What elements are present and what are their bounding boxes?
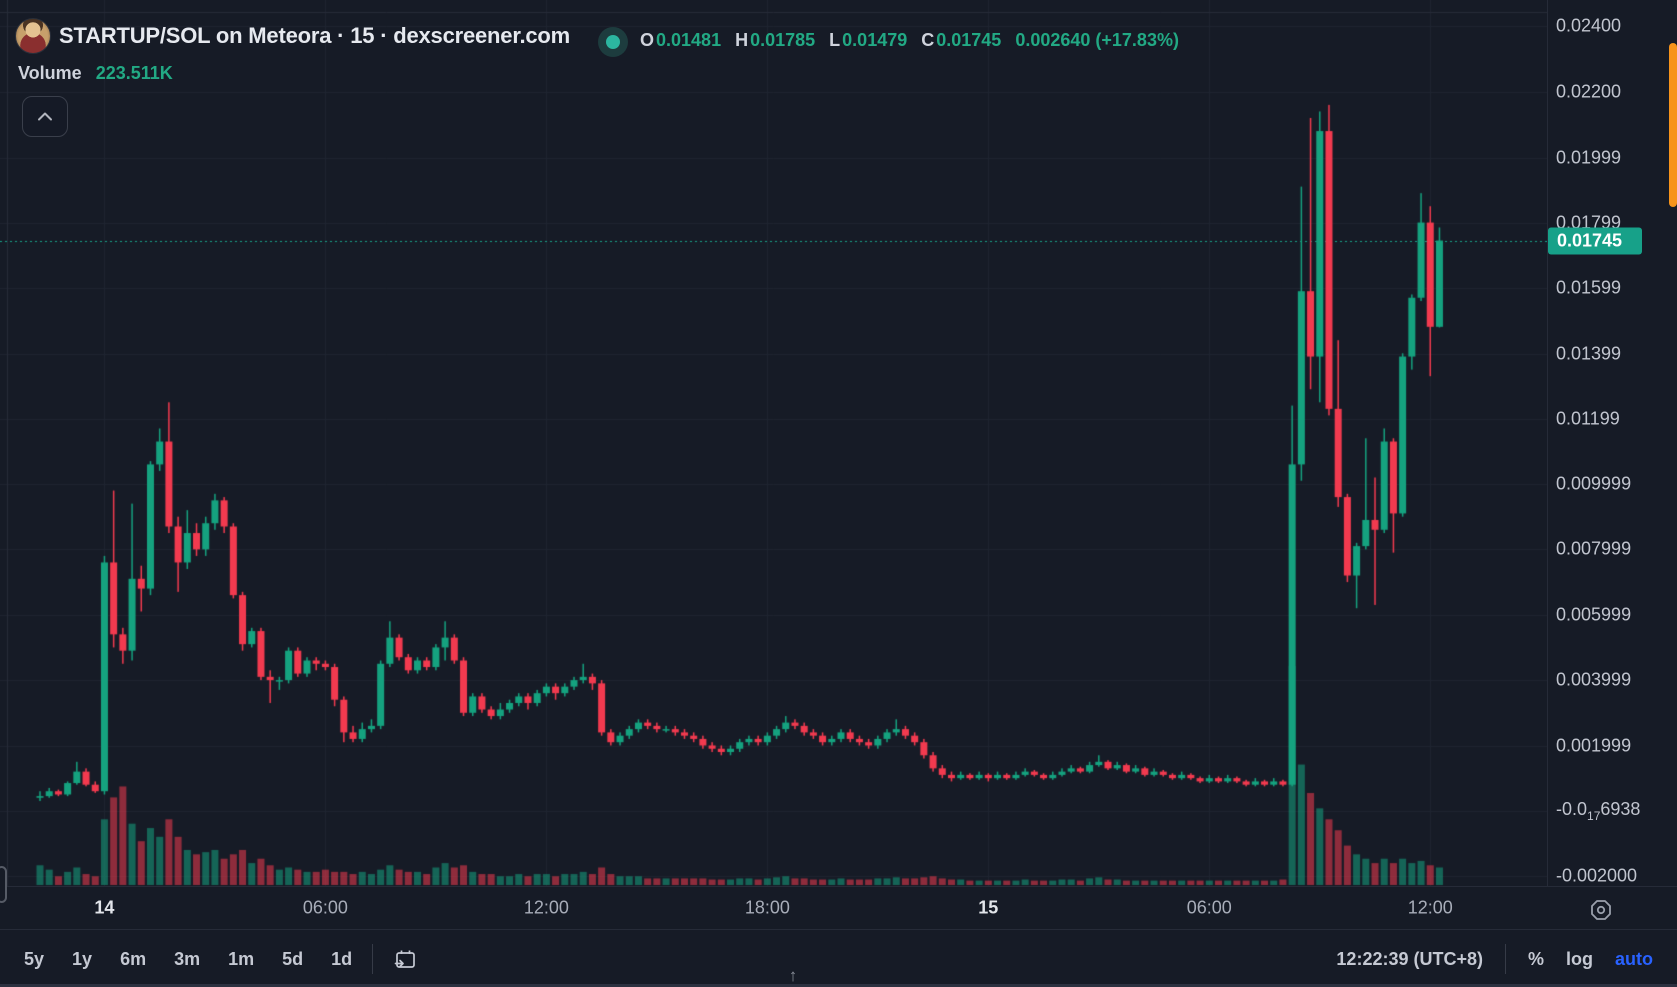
range-button-1m[interactable]: 1m: [228, 948, 255, 969]
time-axis[interactable]: 14 06:00 12:00 18:00 15 06:00 12:00: [0, 886, 1677, 930]
axis-settings-button[interactable]: [1588, 897, 1614, 923]
price-tick-label: 0.005999: [1556, 604, 1632, 625]
price-tick-label: 0.001999: [1556, 735, 1632, 755]
last-price-pill: 0.01745: [1548, 227, 1642, 255]
time-tick-label: 06:00: [302, 897, 348, 918]
price-tick-label: 0.007999: [1556, 538, 1632, 559]
price-tick-label: 0.01999: [1556, 147, 1622, 168]
range-button-1y[interactable]: 1y: [72, 948, 93, 969]
bottom-scroll-track: [0, 984, 1677, 987]
price-tick-label: -0.0176938: [1556, 799, 1641, 823]
price-tick-label: 0.01199: [1556, 408, 1620, 429]
gear-icon: [1591, 900, 1611, 920]
range-buttons: 5y 1y 6m 3m 1m 5d 1d: [24, 949, 352, 970]
price-axis[interactable]: 0.02400 0.02200 0.01999 0.01799 0.01599 0.013…: [1547, 0, 1677, 886]
percent-scale-button[interactable]: %: [1527, 948, 1544, 969]
toolbar-divider: [372, 944, 374, 974]
range-button-5y[interactable]: 5y: [24, 948, 45, 969]
auto-scale-button[interactable]: auto: [1615, 948, 1653, 969]
price-tick-label: -0.002000: [1556, 865, 1638, 886]
price-tick-label: 0.01399: [1556, 343, 1622, 364]
range-button-3m[interactable]: 3m: [174, 948, 201, 969]
chevron-up-icon: [38, 112, 52, 121]
price-tick-label: 0.009999: [1556, 473, 1632, 494]
toolbar-divider: [1504, 944, 1506, 974]
price-tick-label: 0.003999: [1556, 669, 1632, 690]
go-to-date-button[interactable]: [393, 947, 417, 971]
range-button-5d[interactable]: 5d: [282, 948, 304, 969]
chart-toolbar: 5y 1y 6m 3m 1m 5d 1d 12:22:39 (UTC+8) % log au…: [0, 931, 1677, 987]
session-clock[interactable]: 12:22:39 (UTC+8): [1336, 948, 1483, 969]
drawing-panel-handle[interactable]: [0, 866, 7, 903]
expand-toolbar-arrow[interactable]: ↑: [788, 966, 798, 985]
time-tick-label: 14: [94, 897, 115, 918]
price-tick-label: 0.02200: [1556, 81, 1622, 102]
time-tick-label: 12:00: [1407, 897, 1453, 918]
collapse-legend-button[interactable]: [22, 96, 68, 137]
range-button-6m[interactable]: 6m: [120, 948, 147, 969]
time-tick-label: 15: [978, 897, 999, 918]
calendar-goto-icon: [394, 950, 415, 968]
scrollbar-thumb[interactable]: [1669, 43, 1677, 207]
price-tick-label: 0.01599: [1556, 277, 1622, 298]
range-button-1d[interactable]: 1d: [331, 948, 353, 969]
price-tick-label: 0.02400: [1556, 15, 1622, 36]
time-tick-label: 18:00: [744, 897, 790, 918]
time-tick-label: 12:00: [523, 897, 569, 918]
log-scale-button[interactable]: log: [1566, 948, 1593, 969]
candlestick-chart[interactable]: [0, 0, 1547, 886]
time-tick-label: 06:00: [1186, 897, 1232, 918]
